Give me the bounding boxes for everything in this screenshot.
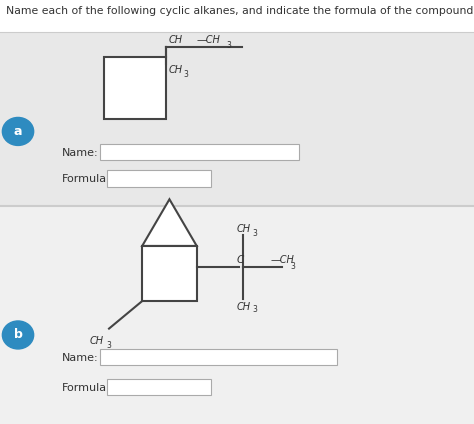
Text: C: C	[237, 255, 244, 265]
Circle shape	[2, 117, 34, 145]
Text: 3: 3	[252, 229, 257, 238]
Bar	[100, 144, 299, 160]
Text: Name:: Name:	[62, 148, 98, 159]
Bar	[0, 0, 474, 206]
Text: —CH: —CH	[270, 255, 294, 265]
Text: 3: 3	[183, 70, 188, 79]
Text: Name each of the following cyclic alkanes, and indicate the formula of the compo: Name each of the following cyclic alkane…	[6, 6, 474, 16]
Bar	[107, 379, 211, 395]
Text: 3: 3	[252, 305, 257, 314]
Text: 3: 3	[291, 262, 295, 271]
Text: CH: CH	[168, 65, 182, 75]
Bar	[142, 246, 197, 301]
Text: Formula:: Formula:	[62, 383, 110, 393]
Bar	[100, 349, 337, 365]
Bar	[0, 206, 474, 424]
Text: Formula:: Formula:	[62, 174, 110, 184]
Text: CH: CH	[237, 224, 251, 234]
Polygon shape	[142, 199, 197, 246]
Text: CH: CH	[90, 336, 104, 346]
Text: CH: CH	[168, 34, 182, 45]
Text: 3: 3	[227, 41, 231, 50]
Circle shape	[2, 321, 34, 349]
Text: b: b	[14, 329, 22, 341]
Text: CH: CH	[237, 302, 251, 312]
Text: —CH: —CH	[197, 34, 220, 45]
Text: 3: 3	[107, 341, 111, 350]
Bar	[107, 170, 211, 187]
Bar	[0, 0, 474, 32]
Text: a: a	[14, 125, 22, 138]
Bar	[104, 57, 166, 119]
Text: Name:: Name:	[62, 353, 98, 363]
